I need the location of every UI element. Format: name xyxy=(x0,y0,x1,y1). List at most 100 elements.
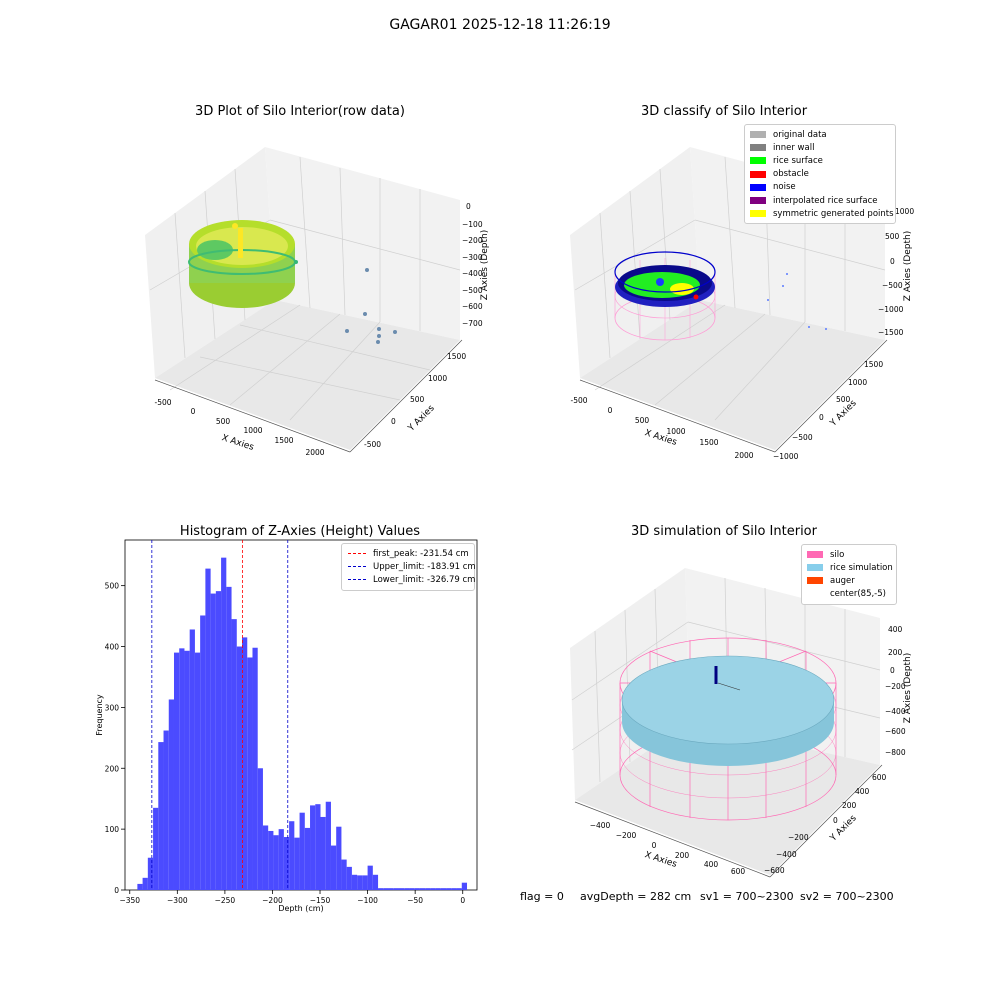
p4-xtick: −200 xyxy=(616,831,637,840)
histogram-bar xyxy=(409,888,415,890)
p4-xlabel: X Axies xyxy=(643,850,678,870)
y-tick-label: 500 xyxy=(105,582,120,591)
legend-label: interpolated rice surface xyxy=(773,195,878,206)
legend-label: obstacle xyxy=(773,169,809,180)
legend-line xyxy=(348,566,366,568)
p4-ytick: 200 xyxy=(842,801,857,810)
histogram-bar xyxy=(383,888,389,890)
histogram-bar xyxy=(147,857,154,890)
histogram-bar xyxy=(357,875,363,890)
histogram-bar xyxy=(294,837,300,890)
histogram-bar xyxy=(430,888,436,890)
p4-xtick: 200 xyxy=(675,851,690,860)
legend-swatch xyxy=(807,590,823,598)
panel3-legend: first_peak: -231.54 cm Upper_limit: -183… xyxy=(341,543,476,591)
legend-swatch xyxy=(807,577,823,585)
legend-label: rice simulation xyxy=(830,562,893,573)
histogram-bar xyxy=(283,837,290,890)
avg-depth-text: avgDepth = 282 cm xyxy=(580,890,692,903)
histogram-bar xyxy=(268,830,274,890)
histogram-bar xyxy=(205,568,211,890)
p4-xtick: 400 xyxy=(704,860,719,869)
histogram-bar xyxy=(425,888,431,890)
p1-xtick: 1000 xyxy=(243,426,262,435)
p1-ytick: 0 xyxy=(391,417,396,426)
histogram-bar xyxy=(215,591,222,890)
p4-xtick: −400 xyxy=(590,821,611,830)
histogram-bar xyxy=(262,825,269,890)
p1-ytick: 1000 xyxy=(428,374,447,383)
histogram-bar xyxy=(372,874,379,890)
p2-ztick: −1500 xyxy=(878,328,904,337)
sv2-text: sv2 = 700~2300 xyxy=(800,890,894,903)
p2-ztick: 500 xyxy=(885,232,900,241)
panel2-3d-plot: -500 0 500 1000 1500 2000 X Axies −1000 … xyxy=(570,147,914,461)
p4-ytick: 600 xyxy=(872,773,887,782)
histogram-bar xyxy=(158,742,164,890)
x-tick-label: 0 xyxy=(460,896,465,905)
histogram-bar xyxy=(351,874,358,890)
histogram-bar xyxy=(404,888,410,890)
p4-ytick: 0 xyxy=(833,816,838,825)
legend-swatch xyxy=(750,170,766,178)
p1-ytick: 500 xyxy=(410,395,425,404)
p4-ztick: −600 xyxy=(885,727,906,736)
p1-xtick: -500 xyxy=(154,398,171,407)
histogram-bar xyxy=(461,882,468,890)
p1-xtick: 2000 xyxy=(305,448,324,457)
histogram-bar xyxy=(273,835,279,890)
panel3-title: Histogram of Z-Axies (Height) Values xyxy=(179,524,421,539)
legend-label: symmetric generated points xyxy=(773,208,894,219)
p1-xtick: 1500 xyxy=(274,436,293,445)
panel2-legend: original data inner wall rice surface ob… xyxy=(744,124,896,225)
p1-xtick: 0 xyxy=(191,407,196,416)
histogram-bar xyxy=(346,866,352,890)
p2-ytick: −1000 xyxy=(773,452,799,461)
legend-entry: original data xyxy=(750,128,890,141)
p1-ztick: −500 xyxy=(462,286,483,295)
p2-ytick: −500 xyxy=(792,433,813,442)
histogram-bar xyxy=(330,845,337,890)
histogram-bar xyxy=(393,888,399,890)
y-tick-label: 0 xyxy=(114,886,119,895)
rice-simulation-surface xyxy=(621,655,835,766)
x-tick-label: −200 xyxy=(262,896,283,905)
histogram-bar xyxy=(367,865,373,890)
histogram-bar xyxy=(440,888,447,890)
legend-line xyxy=(348,553,366,555)
histogram-bar xyxy=(168,699,174,890)
p2-ytick: 0 xyxy=(819,413,824,422)
p1-ytick: 1500 xyxy=(447,352,466,361)
p1-ztick: −600 xyxy=(462,302,483,311)
histogram-bar xyxy=(173,652,180,890)
p1-xtick: 500 xyxy=(216,417,231,426)
legend-entry: interpolated rice surface xyxy=(750,194,890,207)
legend-entry: Upper_limit: -183.91 cm xyxy=(348,560,476,573)
y-tick-label: 300 xyxy=(105,703,120,712)
histogram-bar xyxy=(257,768,263,890)
histogram-bar xyxy=(231,619,237,890)
p2-ytick: 1500 xyxy=(864,360,883,369)
p4-ztick: −200 xyxy=(885,682,906,691)
legend-label: auger xyxy=(830,575,855,586)
p2-xtick: -500 xyxy=(570,396,587,405)
histogram-bar xyxy=(184,650,190,890)
legend-label: noise xyxy=(773,182,796,193)
legend-entry: silo xyxy=(807,548,891,561)
p3-ylabel: Frequency xyxy=(95,694,104,736)
histogram-bar xyxy=(252,647,258,890)
legend-label: first_peak: -231.54 cm xyxy=(373,548,469,559)
histogram-bar xyxy=(341,859,347,890)
histogram-bar xyxy=(299,812,305,890)
panel4-legend: silo rice simulation auger center(85,-5) xyxy=(801,544,897,605)
histogram-bar xyxy=(388,888,394,890)
p4-ztick: −400 xyxy=(885,707,906,716)
histogram-bar xyxy=(446,888,452,890)
p2-zlabel: Z Axies (Depth) xyxy=(903,231,913,302)
x-tick-label: −150 xyxy=(310,896,331,905)
legend-swatch xyxy=(750,197,766,205)
p1-ztick: −200 xyxy=(462,236,483,245)
p1-ztick: −700 xyxy=(462,319,483,328)
histogram-bar xyxy=(142,877,148,890)
x-tick-label: −100 xyxy=(357,896,378,905)
